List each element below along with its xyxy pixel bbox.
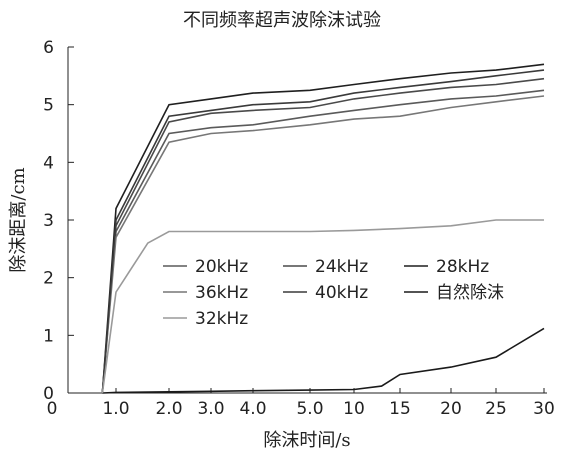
x-tick-label: 4.0 xyxy=(239,399,266,419)
legend-label: 40kHz xyxy=(315,283,368,303)
x-tick-label: 10 xyxy=(343,399,365,419)
series-layer xyxy=(101,63,545,394)
series-line xyxy=(101,219,544,394)
legend-label: 32kHz xyxy=(195,309,248,329)
series-line xyxy=(101,95,545,394)
x-tick-label: 1.0 xyxy=(102,399,129,419)
series-line xyxy=(102,327,545,394)
y-tick-label: 5 xyxy=(43,96,54,116)
y-tick-label: 0 xyxy=(43,384,54,404)
legend-label: 36kHz xyxy=(195,283,248,303)
series-line xyxy=(101,63,545,394)
legend-label: 28kHz xyxy=(436,257,489,277)
legend: 20kHz 24kHz 28kHz 36kHz 40kHz 自然除沫 32kHz xyxy=(163,257,504,329)
y-tick-label: 4 xyxy=(43,153,54,173)
x-tick-label: 30 xyxy=(533,399,555,419)
y-tick-label: 1 xyxy=(43,326,54,346)
axes xyxy=(67,47,547,394)
axis-ticks: 0 1 2 3 4 5 6 0 1.0 2.0 3.0 4.0 5.0 10 15 20 25 30 xyxy=(43,38,555,419)
x-tick-label: 20 xyxy=(440,399,462,419)
chart-title: 不同频率超声波除沫试验 xyxy=(183,10,381,31)
y-tick-label: 2 xyxy=(43,269,54,289)
y-tick-label: 3 xyxy=(43,211,54,231)
series-line xyxy=(101,89,545,394)
series-line xyxy=(101,69,545,394)
x-tick-label: 5.0 xyxy=(296,399,323,419)
x-tick-label: 15 xyxy=(389,399,411,419)
legend-label: 自然除沫 xyxy=(436,283,504,303)
x-tick-label: 25 xyxy=(485,399,507,419)
x-tick-label: 0 xyxy=(47,399,58,419)
y-tick-label: 6 xyxy=(43,38,54,58)
y-axis-label: 除沫距离/cm xyxy=(8,167,29,272)
legend-label: 24kHz xyxy=(315,257,368,277)
series-line xyxy=(101,77,545,394)
x-axis-label: 除沫时间/s xyxy=(263,430,350,451)
legend-label: 20kHz xyxy=(195,257,248,277)
x-tick-label: 2.0 xyxy=(155,399,182,419)
x-tick-label: 3.0 xyxy=(197,399,224,419)
